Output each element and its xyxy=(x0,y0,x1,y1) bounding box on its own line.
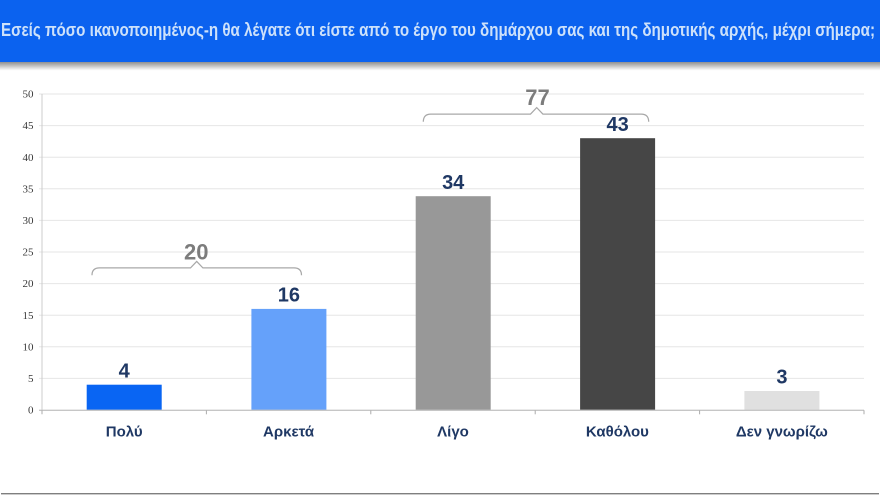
svg-text:0: 0 xyxy=(28,405,34,417)
svg-text:50: 50 xyxy=(23,89,35,101)
svg-text:Δεν γνωρίζω: Δεν γνωρίζω xyxy=(736,424,828,441)
svg-text:15: 15 xyxy=(23,310,35,322)
svg-text:Εσείς πόσο ικανοποιημένος-η θα: Εσείς πόσο ικανοποιημένος-η θα λέγατε ότ… xyxy=(1,20,875,40)
svg-text:10: 10 xyxy=(23,341,35,353)
svg-text:40: 40 xyxy=(23,152,35,164)
svg-text:25: 25 xyxy=(23,247,35,259)
svg-text:35: 35 xyxy=(23,183,35,195)
svg-text:4: 4 xyxy=(119,360,131,382)
svg-text:5: 5 xyxy=(28,373,34,385)
svg-text:Αρκετά: Αρκετά xyxy=(263,424,315,441)
svg-text:20: 20 xyxy=(184,240,208,265)
svg-text:Πολύ: Πολύ xyxy=(106,424,143,441)
svg-text:77: 77 xyxy=(525,85,549,110)
svg-text:16: 16 xyxy=(278,285,300,307)
svg-text:Λίγο: Λίγο xyxy=(437,424,469,441)
svg-text:34: 34 xyxy=(442,172,465,194)
svg-text:20: 20 xyxy=(23,278,35,290)
svg-text:Καθόλου: Καθόλου xyxy=(586,424,649,441)
svg-text:3: 3 xyxy=(776,367,787,389)
svg-text:43: 43 xyxy=(606,114,628,136)
svg-text:30: 30 xyxy=(23,215,35,227)
svg-text:45: 45 xyxy=(23,120,35,132)
